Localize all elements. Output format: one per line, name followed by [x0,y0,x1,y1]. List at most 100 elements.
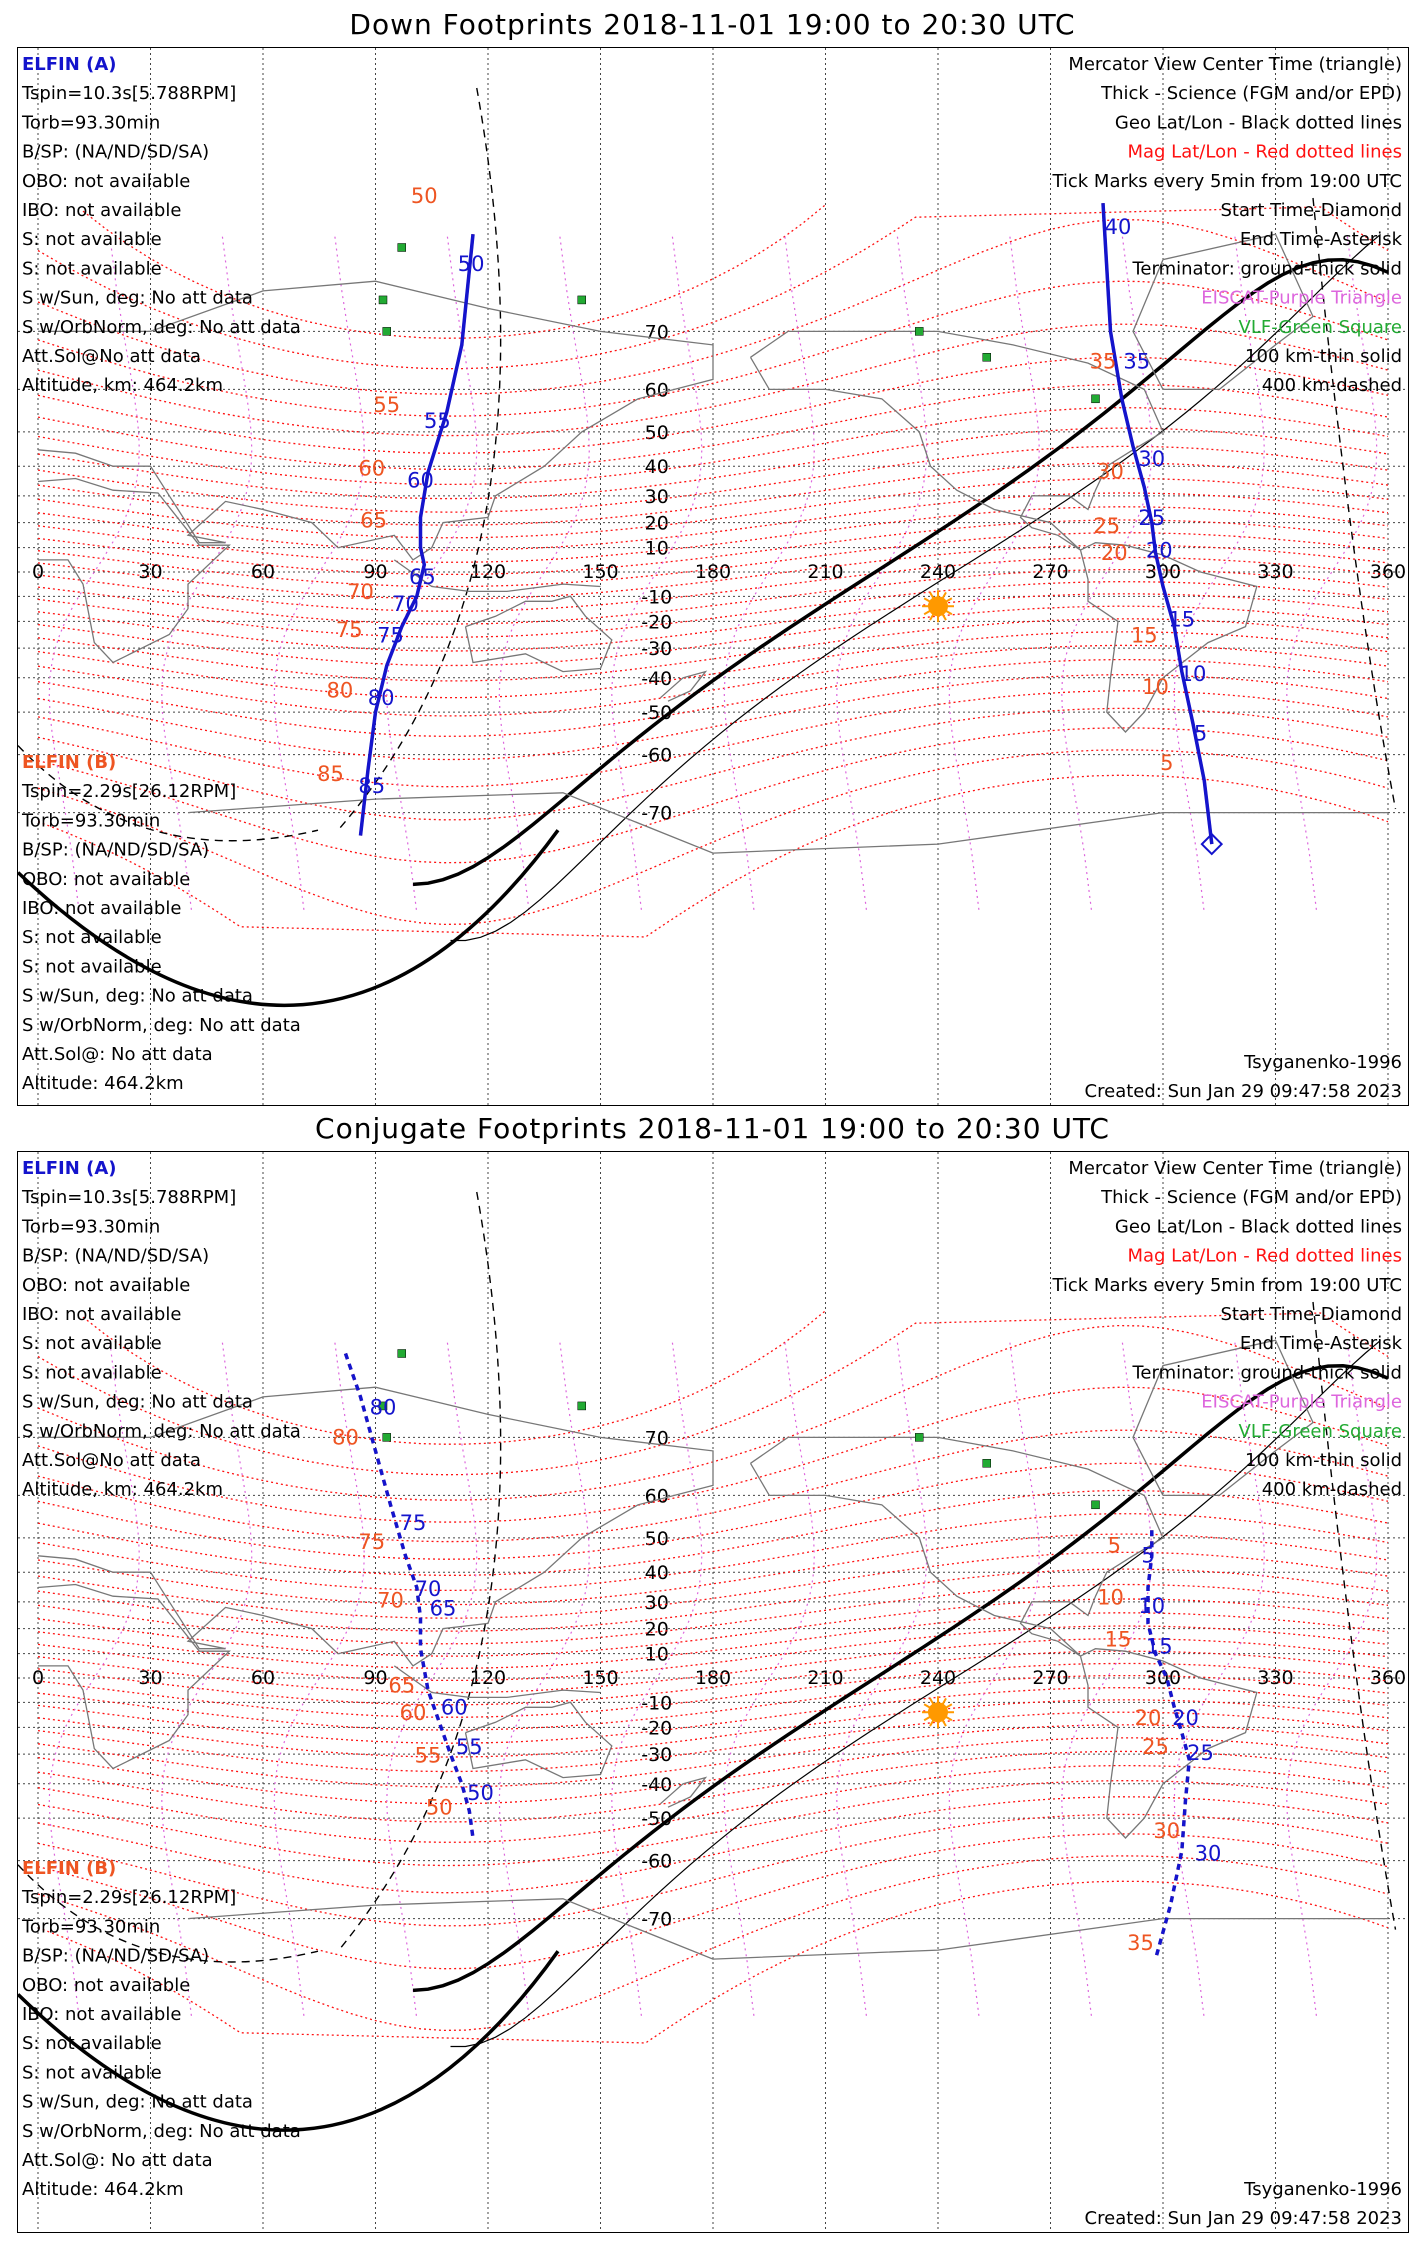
mag-meridians [48,1340,1378,2016]
mag-longitude-line [836,1340,928,2016]
elfin-a-info-line: S: not available [22,1362,162,1383]
lat-tick-label: -20 [641,611,672,633]
elfin-a-info-line: S w/Sun, deg: No att data [22,1392,253,1413]
vlf-station-marker [397,1349,406,1358]
lon-tick-label: 300 [1145,1667,1181,1689]
vlf-station-marker [382,327,391,336]
lat-tick-label: 10 [645,1644,669,1666]
mag-latitude-line [37,206,1389,370]
mag-latitude-line [37,581,1389,638]
mag-latitude-line [37,1780,1389,1867]
mag-latitude-line [37,1612,1389,1669]
coastline [187,792,1388,854]
lat-tick-label: 40 [645,1562,669,1584]
mag-longitude-line [948,1340,1040,2016]
mag-longitude-line [1173,1340,1265,2016]
track-a-tick-label: 80 [368,686,395,710]
mag-longitude-line [1173,234,1265,910]
mag-latitude-line [82,1310,826,1445]
mag-longitude-line [273,234,365,910]
mag-latitude-line [37,674,1389,761]
mag-latitude-line [37,1737,1389,1805]
lat-tick-label: 20 [645,1619,669,1641]
model-label: Tsyganenko-1996 [1243,2179,1402,2200]
elfin-a-info-line: Tspin=10.3s[5.788RPM] [21,83,236,104]
lat-tick-label: 50 [645,1528,669,1550]
elfin-a-info-line: S w/Sun, deg: No att data [22,288,253,309]
mag-latitude-line [37,519,1389,576]
track-a-tick-label: 25 [1138,506,1165,530]
elfin-a-info-line: IBO: not available [22,200,181,221]
lat-tick-label: 60 [645,379,669,401]
elfin-a-info-line: B/SP: (NA/ND/SD/SA) [22,1246,209,1267]
track-b-path-west [359,234,475,836]
legend-line: 400 km-dashed [1262,1479,1402,1500]
mag-longitude-line [611,234,703,910]
terminator-400km-east [1312,197,1397,810]
terminator-400km-west [18,1864,319,1963]
lon-tick-label: 240 [920,1667,956,1689]
lon-tick-label: 330 [1257,1667,1293,1689]
terminator-100km [450,233,1381,942]
mag-latitude-line [37,1625,1389,1682]
elfin-a-info-line: S: not available [22,1333,162,1354]
lat-tick-label: -30 [641,1744,672,1766]
lat-tick-label: 30 [645,1592,669,1614]
mag-longitude-line [611,1340,703,2016]
vlf-station-marker [915,1433,924,1442]
track-b-tick-label: 55 [415,1744,442,1768]
lon-tick-label: 0 [32,561,44,583]
lat-tick-label: -20 [641,1717,672,1739]
legend-line: Geo Lat/Lon - Black dotted lines [1115,1216,1402,1237]
mag-latitude-line [37,556,1389,612]
terminator-100km [450,1339,1381,2048]
track-a-tick-label: 75 [377,624,404,648]
mag-latitude-line [37,605,1389,667]
elfin-a-info-line: Altitude, km: 464.2km [22,375,223,396]
track-b-tick-label: 60 [358,456,385,480]
vlf-station-marker [1091,394,1100,404]
track-b-tick-label: 10 [1097,1586,1124,1610]
coastline [1079,1648,1258,1839]
lat-tick-label: -10 [641,586,672,608]
legend-line: End Time-Asterisk [1240,229,1403,250]
elfin-b-title: ELFIN (B) [22,752,116,773]
terminator-ground-wrap [18,1950,560,2132]
lat-tick-label: 60 [645,1485,669,1507]
elfin-a-info-line: Altitude, km: 464.2km [22,1479,223,1500]
coastline [187,1898,1388,1960]
geo-grid [18,1152,1408,2232]
mag-longitude-line [161,234,253,910]
mag-longitude-line [1061,234,1153,910]
mag-latitude-line [37,1312,1389,1476]
track-a-tick-label: 30 [1195,1842,1222,1866]
track-b-tick-label: 5 [1108,1533,1121,1557]
mag-latitude-line [37,749,1389,926]
track-a-tick-label: 15 [1146,1635,1173,1659]
mag-latitude-line [37,477,1389,539]
track-a-tick-label: 35 [1123,350,1150,374]
terminator-400km [337,1191,502,1952]
panel-title-conjugate: Conjugate Footprints 2018-11-01 19:00 to… [315,1112,1110,1145]
elfin-b-title: ELFIN (B) [22,1858,116,1879]
lon-tick-label: 90 [363,561,387,583]
mag-latitude-line [37,383,1389,470]
mag-latitude-line [37,1386,1389,1523]
lat-tick-label: -30 [641,638,672,660]
legend-line: 100 km-thin solid [1245,1450,1402,1471]
elfin-b-info-line: Att.Sol@: No att data [22,1044,213,1065]
track-b-tick-label: 80 [327,679,354,703]
elfin-b-info-line: IBO: not available [22,898,181,919]
coastlines [37,233,1388,854]
lat-tick-label: -40 [641,668,672,690]
coastline [1079,542,1258,733]
track-b-tick-label: 80 [332,1425,359,1449]
lon-tick-label: 270 [1032,561,1068,583]
coastline [464,595,613,673]
elfin-a-info-line: S w/OrbNorm, deg: No att data [22,1421,301,1442]
track-b-tick-label: 15 [1131,624,1158,648]
vlf-station-marker [378,1401,388,1411]
track-b-tick-label: 65 [388,1674,415,1698]
legend-line: VLF-Green Square [1239,1421,1402,1442]
vlf-station-marker [982,1459,991,1468]
